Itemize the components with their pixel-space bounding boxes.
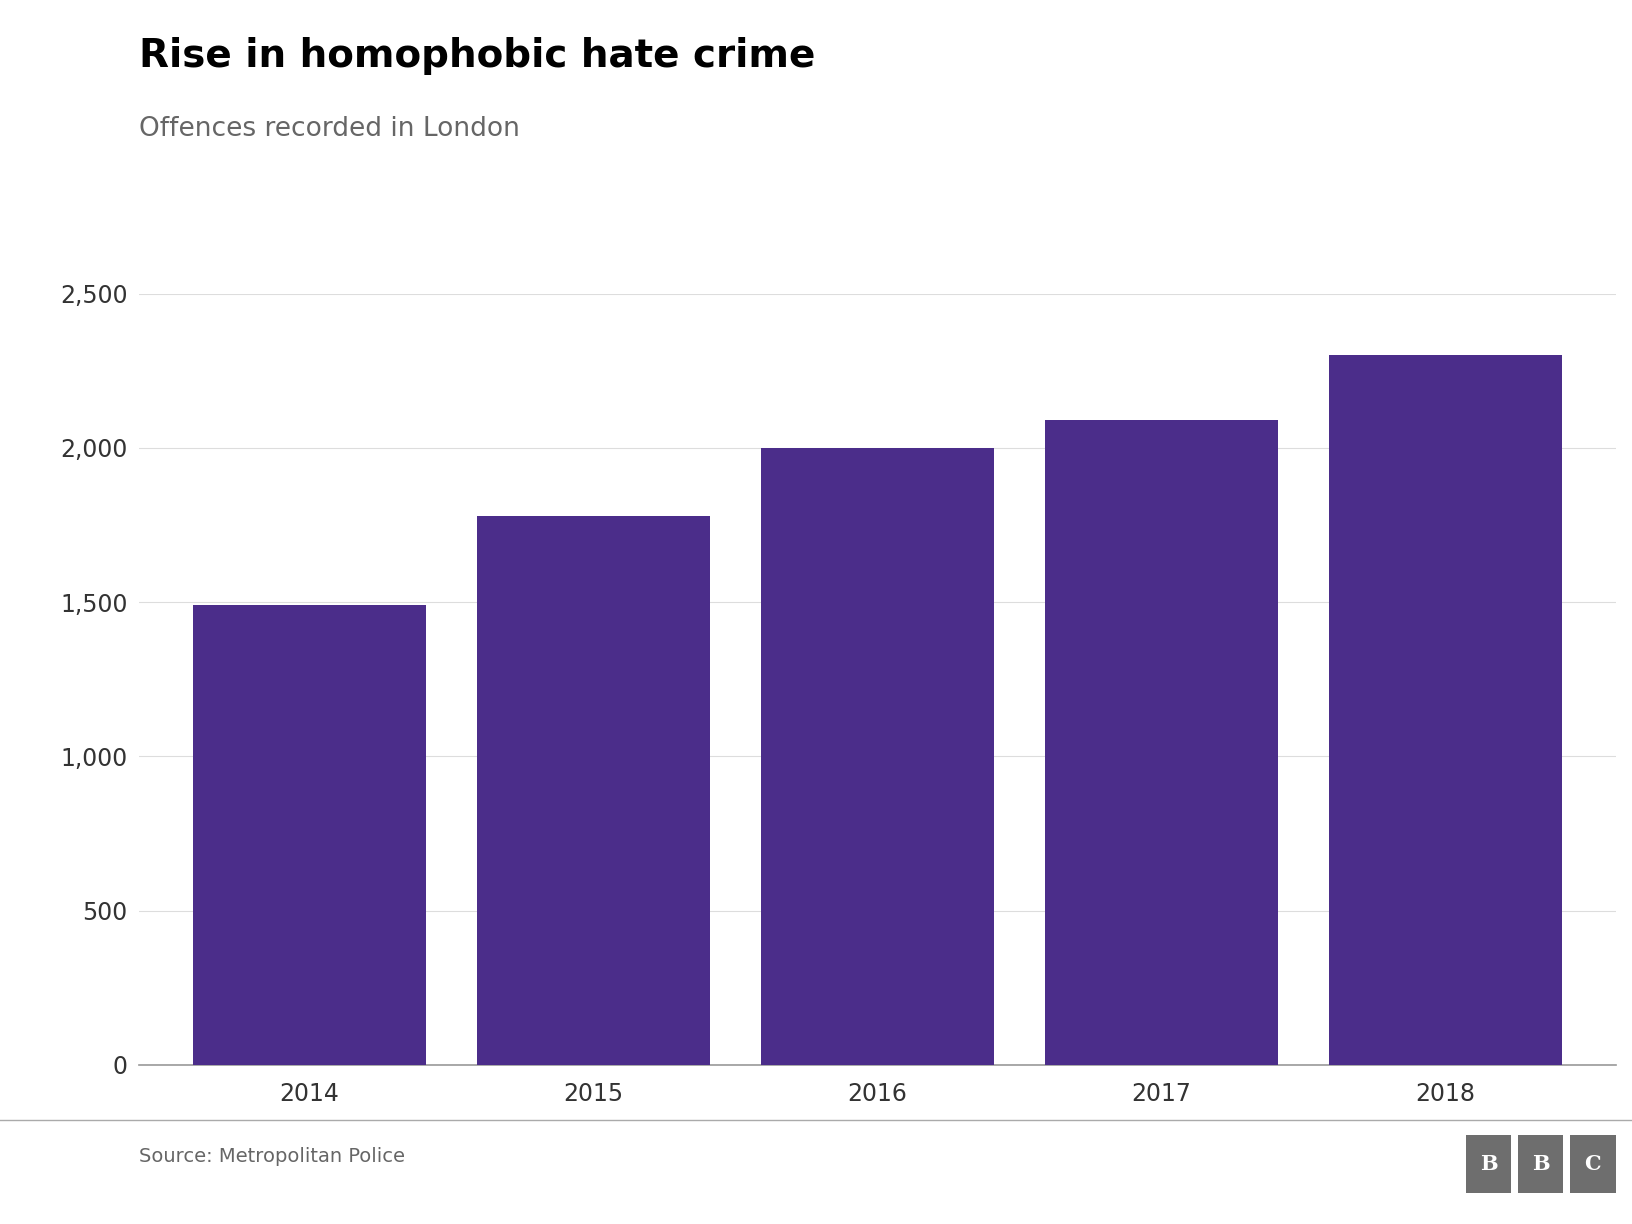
Text: Rise in homophobic hate crime: Rise in homophobic hate crime	[139, 37, 814, 75]
Text: B: B	[1532, 1154, 1549, 1174]
Bar	[193, 606, 426, 1065]
Bar	[1328, 355, 1562, 1065]
Bar	[1044, 420, 1278, 1065]
Text: C: C	[1585, 1154, 1601, 1174]
Text: Source: Metropolitan Police: Source: Metropolitan Police	[139, 1147, 405, 1166]
Bar	[477, 515, 710, 1065]
Text: B: B	[1480, 1154, 1497, 1174]
Bar	[761, 448, 994, 1065]
Text: Offences recorded in London: Offences recorded in London	[139, 116, 519, 142]
